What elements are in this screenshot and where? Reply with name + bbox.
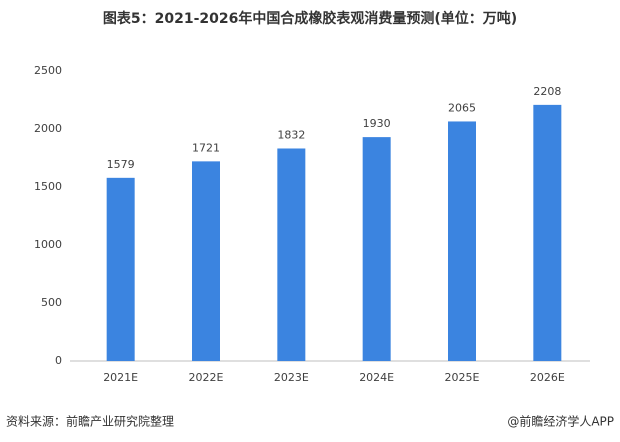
y-tick-label: 2500 bbox=[34, 64, 62, 77]
value-label: 1721 bbox=[192, 141, 220, 154]
source-note: 资料来源：前瞻产业研究院整理 bbox=[6, 414, 174, 429]
bar bbox=[533, 104, 562, 361]
x-tick-label: 2025E bbox=[445, 371, 480, 384]
value-label: 1579 bbox=[107, 158, 135, 171]
bar bbox=[448, 121, 476, 362]
bar bbox=[362, 137, 391, 361]
y-tick-label: 500 bbox=[41, 296, 62, 309]
x-tick-label: 2021E bbox=[103, 371, 138, 384]
y-tick-label: 0 bbox=[55, 354, 62, 367]
x-tick-label: 2024E bbox=[359, 371, 394, 384]
x-tick-label: 2023E bbox=[274, 371, 309, 384]
value-label: 2065 bbox=[448, 101, 476, 114]
y-tick-label: 2000 bbox=[34, 122, 62, 135]
bar bbox=[192, 161, 220, 361]
x-tick-label: 2026E bbox=[530, 371, 565, 384]
value-label: 1930 bbox=[363, 117, 391, 130]
bar bbox=[277, 148, 306, 361]
bar bbox=[106, 177, 135, 361]
brand-note: @前瞻经济学人APP bbox=[507, 414, 614, 429]
chart-title: 图表5：2021-2026年中国合成橡胶表观消费量预测(单位：万吨) bbox=[103, 10, 517, 27]
x-tick-label: 2022E bbox=[189, 371, 224, 384]
y-tick-label: 1000 bbox=[34, 238, 62, 251]
value-label: 1832 bbox=[277, 128, 305, 141]
y-tick-label: 1500 bbox=[34, 180, 62, 193]
value-label: 2208 bbox=[533, 85, 561, 98]
